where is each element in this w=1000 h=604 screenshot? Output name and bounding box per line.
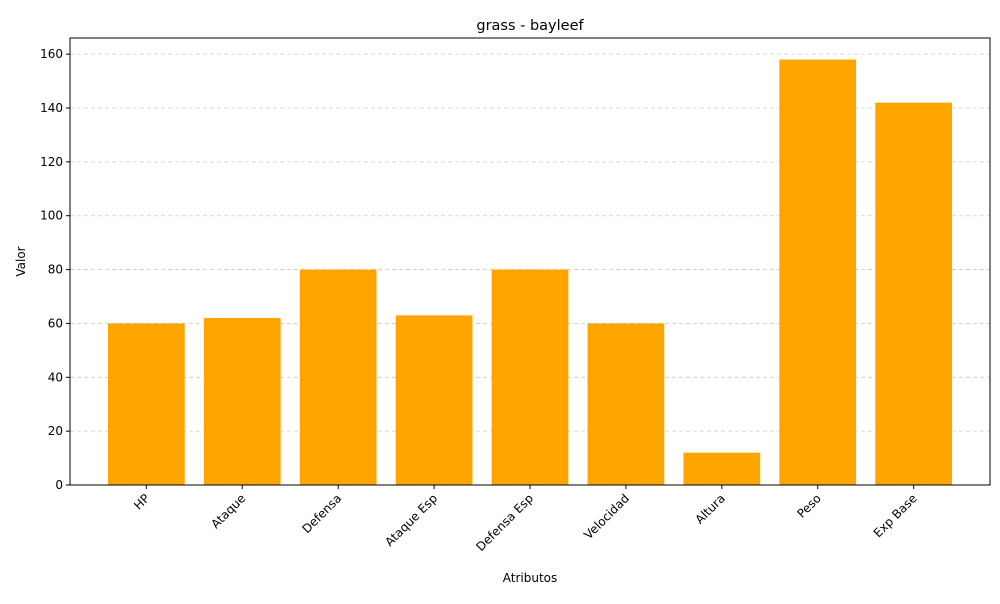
y-tick-label: 80 xyxy=(48,263,63,277)
y-tick-label: 0 xyxy=(55,478,63,492)
y-tick-label: 60 xyxy=(48,316,63,330)
bar xyxy=(875,102,953,486)
bar xyxy=(107,323,185,485)
y-axis-title: Valor xyxy=(14,246,28,276)
bar xyxy=(779,59,857,485)
y-tick-label: 160 xyxy=(40,47,63,61)
y-axis-ticks: 0 20 40 60 80 100 120 140 160 xyxy=(40,47,70,492)
chart-title: grass - bayleef xyxy=(476,18,584,34)
bar xyxy=(203,318,281,485)
y-tick-label: 120 xyxy=(40,155,63,169)
bar xyxy=(587,323,665,485)
bar xyxy=(491,269,569,485)
bar xyxy=(683,452,761,485)
y-tick-label: 40 xyxy=(48,370,63,384)
y-tick-label: 20 xyxy=(48,424,63,438)
bar xyxy=(299,269,377,485)
y-tick-label: 140 xyxy=(40,101,63,115)
y-tick-label: 100 xyxy=(40,209,63,223)
bars xyxy=(107,59,953,486)
x-axis-title: Atributos xyxy=(503,571,558,585)
bar xyxy=(395,315,473,485)
